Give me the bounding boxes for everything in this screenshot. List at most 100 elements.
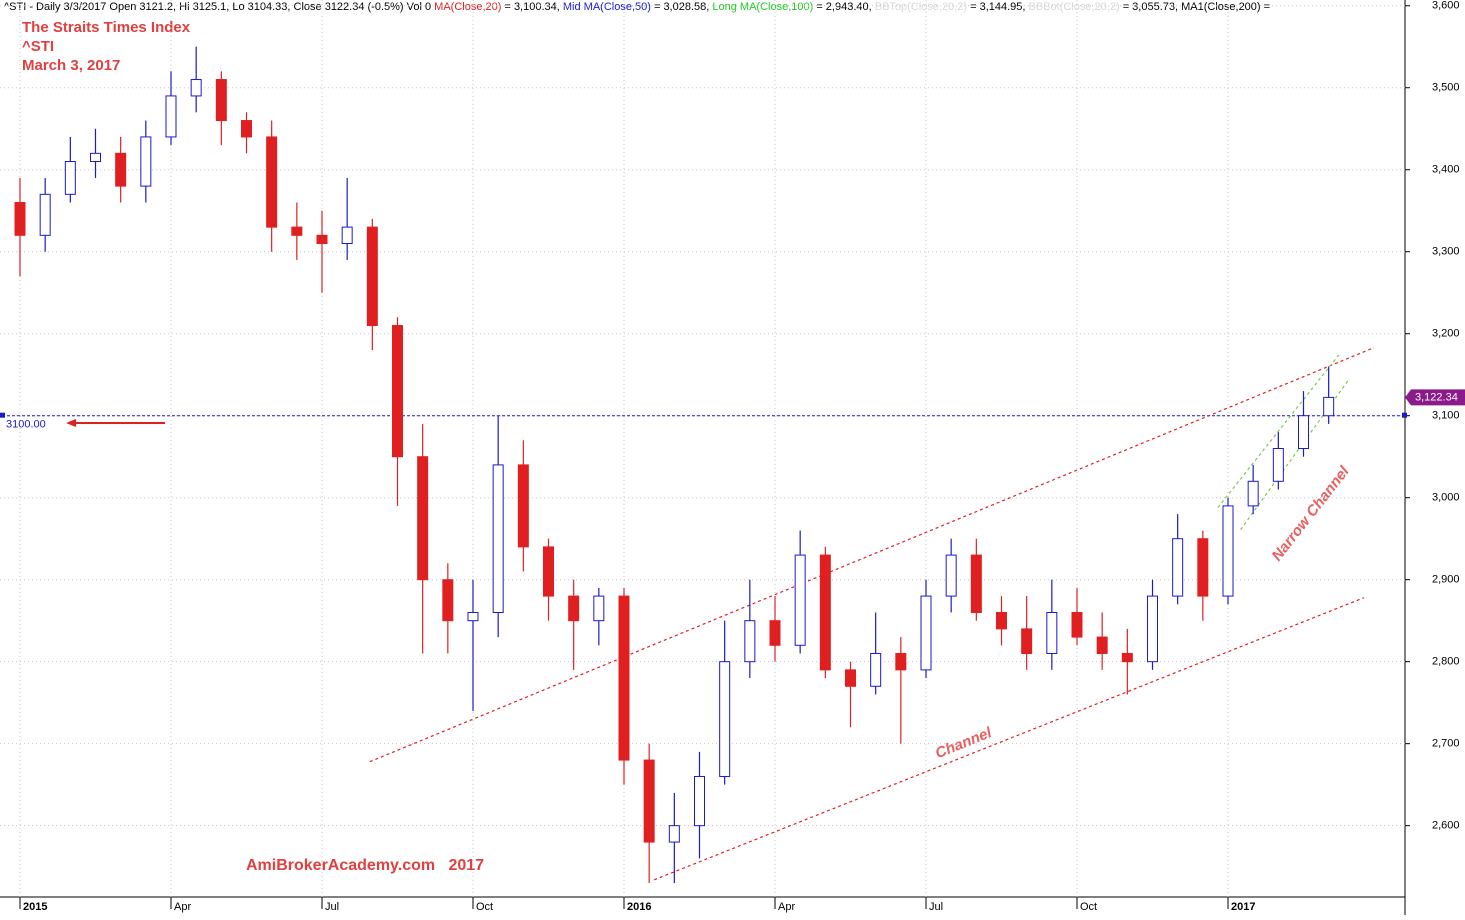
header-part: = 2,943.40,: [813, 1, 874, 13]
y-tick-label: 2,900: [1432, 574, 1460, 586]
candle-body: [467, 611, 479, 622]
candle-body: [90, 152, 101, 163]
x-tick-label: Jul: [325, 901, 339, 913]
y-tick-label: 2,700: [1432, 738, 1460, 750]
candle-body: [794, 554, 806, 646]
header-part: = 3,144.95,: [967, 1, 1028, 13]
arrow-head: [66, 419, 76, 427]
y-tick-label: 2,800: [1432, 656, 1460, 668]
header-part: Long MA(Close,100): [712, 1, 813, 13]
header-part: ^STI - Daily 3/3/2017 Open 3121.2, Hi 31…: [4, 1, 434, 13]
candle-body: [341, 226, 353, 245]
chart-title: The Straits Times Index: [22, 19, 191, 36]
header-part: BBBot(Close,20,2): [1029, 1, 1120, 13]
candle-body: [39, 193, 51, 236]
candle-body: [769, 620, 781, 646]
candle-body: [366, 226, 378, 327]
candle-body: [970, 554, 982, 613]
candle-body: [1147, 595, 1158, 663]
candle-body: [1272, 448, 1284, 482]
x-tick-label: Oct: [1080, 901, 1097, 913]
candle-body: [744, 620, 756, 663]
x-tick-label: Apr: [174, 901, 191, 913]
candle-body: [165, 95, 177, 138]
candle-body: [568, 595, 580, 622]
header-part: Mid MA(Close,50): [563, 1, 651, 13]
candle-body: [1046, 611, 1058, 654]
x-tick-label: Apr: [778, 901, 795, 913]
y-tick-label: 3,600: [1432, 0, 1460, 12]
candle-body: [1247, 480, 1259, 507]
candle-body: [392, 325, 403, 458]
y-tick-label: 3,400: [1432, 164, 1460, 176]
y-tick-label: 3,000: [1432, 492, 1460, 504]
candle-body: [517, 464, 529, 548]
candle-body: [668, 825, 680, 843]
candle-body: [190, 79, 202, 97]
candle-body: [316, 234, 328, 245]
candle-body: [140, 136, 152, 187]
x-tick-label: Jul: [929, 901, 943, 913]
last-price-tag: [1405, 389, 1465, 406]
date: March 3, 2017: [22, 57, 120, 74]
y-tick-label: 3,200: [1432, 328, 1460, 340]
candle-body: [241, 120, 252, 138]
x-tick-label: 2017: [1231, 901, 1255, 913]
y-tick-label: 2,600: [1432, 820, 1460, 832]
candle-body: [115, 152, 127, 187]
candle-body: [543, 546, 554, 597]
candle-body: [492, 464, 504, 613]
candle-body: [1071, 611, 1083, 638]
watermark: AmiBrokerAcademy.com 2017: [246, 857, 484, 874]
candle-body: [996, 611, 1007, 630]
plot: [0, 0, 1405, 897]
candle-body: [870, 652, 882, 687]
reference-label: 3100.00: [6, 419, 46, 431]
last-price-label: 3,122.34: [1415, 391, 1458, 403]
candle-body: [14, 202, 26, 236]
x-tick-label: 2016: [627, 901, 651, 913]
candle-body: [1096, 636, 1108, 654]
header-part: = 3,028.58,: [651, 1, 712, 13]
candle-body: [845, 669, 856, 687]
trend-line: [369, 347, 1375, 763]
x-tick-label: 2015: [23, 901, 47, 913]
candle-body: [266, 136, 278, 228]
candle-body: [920, 595, 932, 671]
y-tick-label: 3,300: [1432, 246, 1460, 258]
candle-body: [215, 79, 227, 122]
x-tick-label: Oct: [476, 901, 493, 913]
candle-body: [895, 652, 907, 671]
candle-body: [643, 759, 655, 843]
candle-body: [417, 456, 429, 581]
candle-body: [64, 161, 76, 195]
candle-body: [1222, 505, 1234, 597]
reference-marker: [0, 412, 5, 418]
symbol: ^STI: [22, 38, 54, 55]
candle-body: [1197, 538, 1209, 597]
header-part: MA(Close,20): [434, 1, 501, 13]
candle-body: [291, 226, 303, 236]
candle-body: [694, 775, 705, 827]
y-tick-label: 3,500: [1432, 82, 1460, 94]
candle-body: [442, 579, 454, 622]
header-part: BBTop(Close,20,2): [875, 1, 967, 13]
candle-body: [945, 554, 957, 597]
header-part: = 3,055.73, MA1(Close,200) =: [1120, 1, 1270, 13]
header-part: = 3,100.34,: [501, 1, 562, 13]
candle-body: [1172, 538, 1184, 597]
header: ^STI - Daily 3/3/2017 Open 3121.2, Hi 31…: [4, 1, 1270, 13]
reference-marker: [1402, 412, 1407, 418]
candle-body: [593, 595, 605, 622]
trend-line: [653, 597, 1365, 881]
candle-body: [1298, 415, 1309, 449]
candle-body: [1021, 628, 1033, 654]
candle-body: [719, 661, 731, 777]
candle-body: [1121, 652, 1133, 663]
candle-body: [618, 595, 630, 761]
candle-body: [1323, 396, 1335, 417]
candle-body: [819, 554, 831, 671]
trend-line: [1217, 354, 1340, 508]
